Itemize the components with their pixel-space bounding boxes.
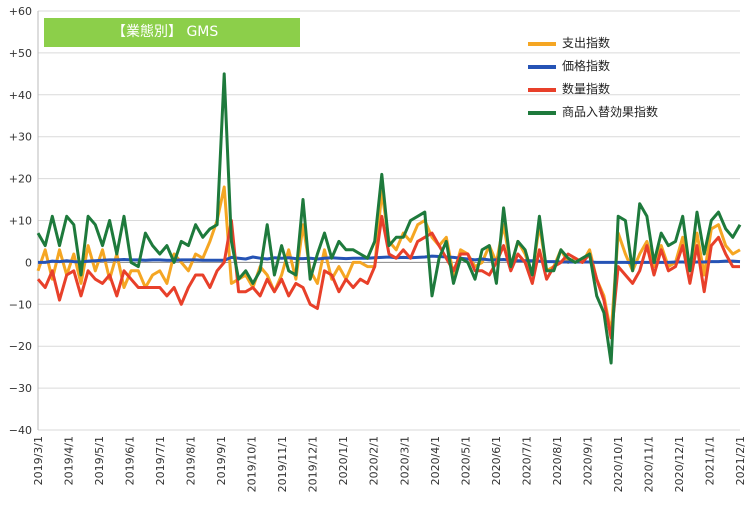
- legend-item-quantity: 数量指数: [528, 80, 728, 103]
- legend-label: 価格指数: [562, 59, 611, 73]
- y-tick-label: −20: [9, 340, 32, 353]
- x-tick-label: 2020/11/1: [642, 436, 655, 492]
- x-tick-label: 2020/1/1: [337, 436, 350, 485]
- x-tick-label: 2019/5/1: [93, 436, 106, 485]
- x-tick-label: 2021/2/1: [734, 436, 745, 485]
- x-tick-label: 2021/1/1: [703, 436, 716, 485]
- x-tick-label: 2019/4/1: [63, 436, 76, 485]
- x-tick-label: 2019/10/1: [246, 436, 259, 492]
- x-axis-tick-labels: 2019/3/1 2019/4/1 2019/5/1 2019/6/1 2019/7/1…: [32, 436, 745, 492]
- x-tick-label: 2020/5/1: [459, 436, 472, 485]
- legend-label: 支出指数: [562, 36, 611, 50]
- legend-swatch: [528, 111, 556, 115]
- series-line: [36, 72, 742, 365]
- x-tick-label: 2019/8/1: [185, 436, 198, 485]
- x-tick-label: 2020/6/1: [490, 436, 503, 485]
- y-tick-label: −10: [9, 298, 32, 311]
- x-tick-label: 2020/2/1: [368, 436, 381, 485]
- y-tick-label: +40: [9, 89, 32, 102]
- x-tick-label: 2020/7/1: [520, 436, 533, 485]
- y-axis-tick-labels: +60 +50 +40 +30 +20 +10 0 −10 −20 −30 −40: [9, 5, 32, 437]
- x-tick-label: 2019/12/1: [307, 436, 320, 492]
- x-tick-label: 2020/9/1: [581, 436, 594, 485]
- x-tick-label: 2020/3/1: [398, 436, 411, 485]
- y-tick-label: +30: [9, 131, 32, 144]
- x-tick-label: 2019/9/1: [215, 436, 228, 485]
- x-tick-label: 2020/10/1: [612, 436, 625, 492]
- legend-item-replacement: 商品入替効果指数: [528, 103, 728, 126]
- x-tick-label: 2020/8/1: [551, 436, 564, 485]
- series-lines: [36, 72, 742, 365]
- legend-label: 数量指数: [562, 82, 611, 96]
- legend-item-price: 価格指数: [528, 57, 728, 80]
- x-tick-label: 2020/4/1: [429, 436, 442, 485]
- y-tick-label: −40: [9, 424, 32, 437]
- legend-swatch: [528, 88, 556, 92]
- x-tick-label: 2019/6/1: [124, 436, 137, 485]
- legend-label: 商品入替効果指数: [562, 105, 659, 119]
- y-tick-label: +10: [9, 215, 32, 228]
- x-tick-label: 2019/11/1: [276, 436, 289, 492]
- y-tick-label: −30: [9, 382, 32, 395]
- y-tick-label: +50: [9, 47, 32, 60]
- y-tick-label: 0: [25, 256, 32, 269]
- x-tick-label: 2019/3/1: [32, 436, 45, 485]
- series-line: [36, 214, 740, 340]
- legend: 支出指数 価格指数 数量指数 商品入替効果指数: [528, 34, 728, 126]
- grid-lines: [37, 10, 740, 431]
- y-tick-label: +20: [9, 173, 32, 186]
- legend-item-spending: 支出指数: [528, 34, 728, 57]
- series-line: [38, 254, 741, 265]
- legend-swatch: [528, 42, 556, 46]
- chart-title: 【業態別】 GMS: [44, 18, 300, 47]
- x-tick-label: 2019/7/1: [154, 436, 167, 485]
- x-tick-label: 2020/12/1: [673, 436, 686, 492]
- y-tick-label: +60: [9, 5, 32, 18]
- legend-swatch: [528, 65, 556, 69]
